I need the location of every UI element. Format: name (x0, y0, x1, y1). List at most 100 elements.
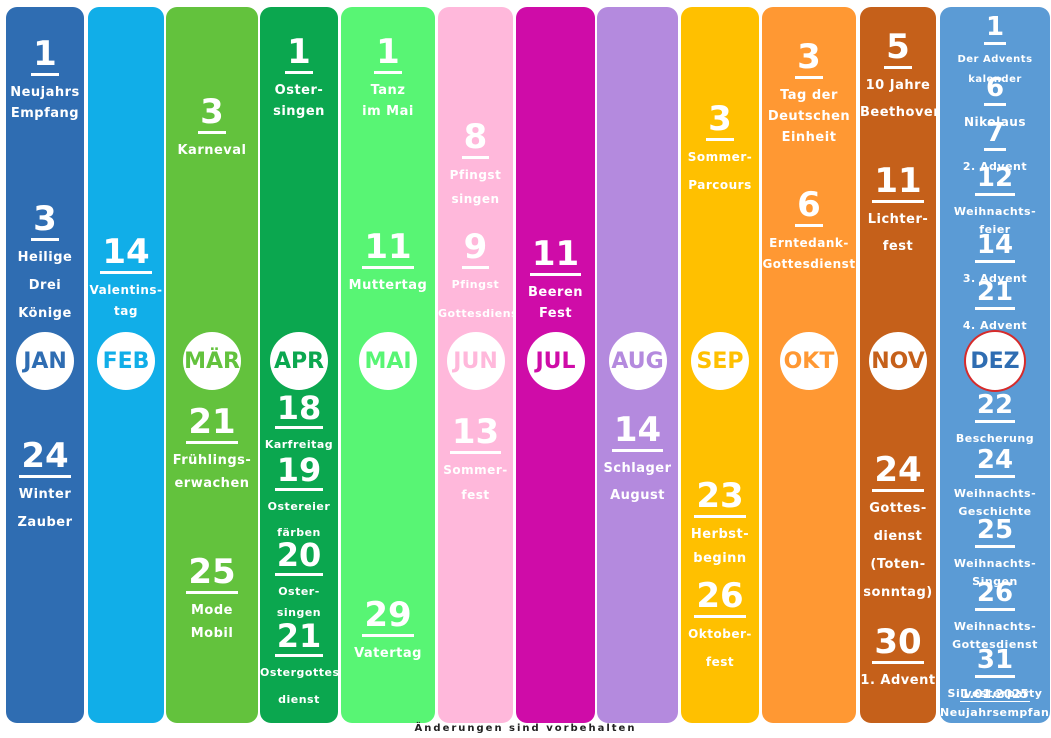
event-day-number: 3 (198, 92, 226, 134)
event-day: 1 (6, 37, 84, 76)
event-label: Nikolaus (964, 115, 1026, 129)
event-label: Valentins- (89, 283, 163, 297)
event-label: Herbst- (690, 527, 750, 542)
month-column-aug: AUG 14 Schlager August (597, 7, 678, 723)
event-label: Ostereier (267, 500, 331, 513)
event-label: Sommer- (443, 463, 508, 477)
event-day: 12 (940, 165, 1050, 196)
event-label: Gottesdienst (438, 307, 513, 320)
event-label: Pfingst (451, 278, 500, 291)
month-column-feb: FEB 14 Valentins-tag (88, 7, 164, 723)
event-day-number: 9 (461, 227, 490, 269)
event-label: Vatertag (354, 646, 422, 661)
event-label: 1. Advent (860, 673, 936, 688)
event-label: 3. Advent (962, 272, 1028, 285)
event-label: beginn (693, 551, 747, 566)
event-label: Weihnachts- (953, 557, 1037, 570)
event-label: erwachen (174, 476, 250, 491)
event-day: 6 (940, 75, 1050, 106)
event-label: Weihnachts- (953, 205, 1037, 218)
event-label: Neujahrsempfang (940, 706, 1050, 719)
event-label: 4. Advent (962, 319, 1028, 332)
month-badge: FEB (97, 332, 155, 390)
month-column-mai: MAI 1 Tanz im Mai 11 Muttertag 29 Vatertag (341, 7, 435, 723)
month-badge: MAI (359, 332, 417, 390)
event-label: singen (273, 104, 325, 119)
event-label: Mode (191, 603, 233, 618)
event-day: 14 (88, 235, 164, 274)
event-label: dienst (278, 693, 320, 706)
event-day-number: 25 (974, 517, 1016, 548)
event-label: Karneval (177, 143, 247, 158)
month-badge: DEZ (966, 332, 1024, 390)
event-label: singen (276, 606, 322, 619)
event-day: 7 (940, 120, 1050, 151)
event-day: 11 (341, 230, 435, 269)
event-day: 3 (166, 95, 258, 134)
event-label: Könige (18, 306, 72, 321)
event-day: 8 (438, 120, 513, 159)
month-badge: OKT (780, 332, 838, 390)
event-day-number: 14 (611, 410, 664, 452)
event-label: Tanz (370, 83, 406, 98)
event-day-number: 14 (100, 232, 152, 274)
month-column-sep: SEP 3 Sommer- Parcours 23 Herbst-beginn 26 Okto… (681, 7, 759, 723)
event-label: Beeren (527, 285, 584, 300)
event-day-number: 23 (694, 476, 746, 518)
event-day: 3 (681, 102, 759, 141)
event-label: Mobil (190, 626, 234, 641)
event-day: 21 (940, 279, 1050, 310)
event-label: fest (705, 655, 735, 669)
event-day-number: 31 (974, 647, 1016, 678)
event-day-number: 11 (529, 234, 582, 276)
event-day-number: 11 (872, 161, 924, 203)
event-day: 1.01.2025 (940, 688, 1050, 702)
event-day-number: 22 (974, 392, 1016, 423)
event-day-number: 30 (872, 622, 924, 664)
event-day: 19 (260, 454, 338, 491)
event-label: fest (882, 239, 914, 254)
event-day: 11 (516, 237, 595, 276)
event-label: 2. Advent (962, 160, 1028, 173)
event-day-number: 1 (285, 32, 313, 74)
event-day: 25 (940, 517, 1050, 548)
event-day-number: 24 (19, 436, 71, 478)
event-day: 1 (341, 35, 435, 74)
event-label: Oktober- (688, 627, 752, 641)
event-label: färben (277, 526, 321, 539)
event-day: 14 (597, 413, 678, 452)
event-label: Einheit (781, 130, 837, 145)
event-day: 14 (940, 232, 1050, 263)
event-day-number: 25 (186, 552, 238, 594)
event-label: fest (461, 488, 490, 502)
event-day-number: 26 (974, 580, 1016, 611)
month-badge: NOV (869, 332, 927, 390)
event-day: 30 (860, 625, 936, 664)
event-day-number: 12 (974, 165, 1016, 196)
event-label: Gottesdienst (762, 257, 856, 271)
event-label: (Toten- (870, 557, 926, 572)
event-day-number: 20 (274, 536, 324, 576)
event-day: 9 (438, 230, 513, 269)
event-day: 3 (762, 40, 856, 79)
event-day-number: 1 (983, 14, 1007, 45)
month-badge: JUL (526, 332, 585, 390)
event-label: Gottesdienst (952, 638, 1038, 651)
event-day: 22 (940, 392, 1050, 423)
event-day: 26 (940, 580, 1050, 611)
event-day: 18 (260, 392, 338, 429)
event-label: Oster- (274, 83, 324, 98)
event-label: Geschichte (958, 505, 1032, 518)
event-label: Lichter- (867, 212, 929, 227)
event-label: Empfang (10, 106, 80, 121)
month-column-jun: JUN 8 Pfingst singen 9 Pfingst Gottesdienst 13 S… (438, 7, 513, 723)
event-label: Parcours (688, 178, 752, 192)
event-day: 20 (260, 539, 338, 576)
event-day-number: 29 (362, 595, 414, 637)
event-label: Schlager (603, 461, 672, 476)
event-day: 24 (860, 453, 936, 492)
event-label: Deutschen (767, 109, 851, 124)
event-day: 1 (260, 35, 338, 74)
event-label: Ostergottes- (260, 666, 338, 679)
month-badge: AUG (608, 332, 667, 390)
